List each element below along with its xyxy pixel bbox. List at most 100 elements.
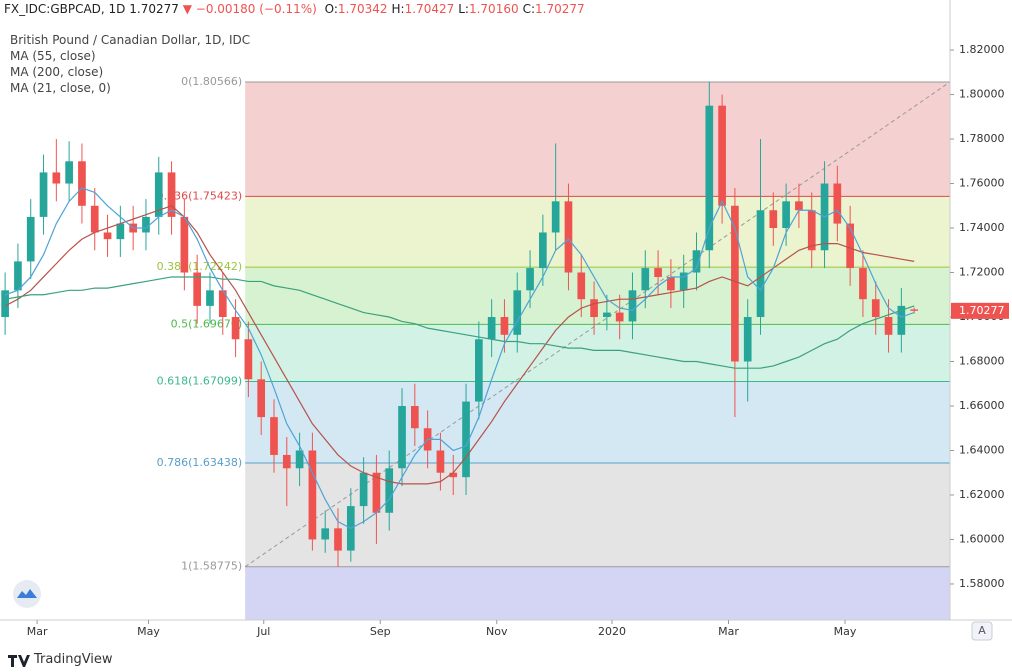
- candle-body: [52, 172, 61, 184]
- candle-body: [308, 450, 317, 540]
- y-tick-label: 1.60000: [959, 532, 1005, 545]
- candle-body: [193, 272, 202, 306]
- price-label: 1.70277: [959, 304, 1005, 317]
- ohlc: O:1.70342 H:1.70427 L:1.70160 C:1.70277: [321, 2, 585, 16]
- fib-label: 0.236(1.75423): [157, 189, 243, 202]
- y-tick-label: 1.72000: [959, 266, 1005, 279]
- legend-entry: MA (21, close, 0): [10, 81, 111, 95]
- x-tick-label: 2020: [598, 625, 626, 638]
- ma-line: [4, 205, 915, 485]
- symbol: FX_IDC:GBPCAD, 1D: [4, 2, 126, 16]
- candle-body: [334, 528, 342, 551]
- candle-body: [410, 405, 419, 429]
- candle-body: [167, 172, 176, 217]
- candle-body: [654, 268, 662, 277]
- candle-body: [154, 172, 163, 217]
- candle-body: [398, 405, 406, 469]
- candle-body: [244, 339, 253, 380]
- candle-body: [564, 201, 573, 273]
- chart-title: British Pound / Canadian Dollar, 1D, IDC: [10, 33, 251, 47]
- candle-body: [833, 183, 842, 224]
- ma-line: [5, 276, 915, 369]
- candle-body: [180, 216, 189, 273]
- fib-band: [245, 81, 950, 197]
- y-tick-label: 1.80000: [959, 88, 1005, 101]
- candle-body: [282, 454, 291, 469]
- scale-button[interactable]: [971, 621, 993, 641]
- candle-body: [884, 317, 893, 335]
- fib-band: [245, 566, 950, 620]
- brand: TradingView: [8, 652, 113, 667]
- x-tick-label: Mar: [718, 625, 739, 638]
- candle-body: [26, 216, 35, 262]
- candle-body: [718, 105, 726, 206]
- y-tick-label: 1.64000: [959, 443, 1005, 456]
- candle-body: [692, 250, 701, 273]
- candle-body: [513, 290, 522, 335]
- candle-body: [795, 201, 803, 211]
- ohlc-value: 1.70160: [468, 2, 519, 16]
- candle-body: [628, 290, 637, 322]
- candle-body: [731, 205, 739, 362]
- price-label-box: [951, 302, 1009, 319]
- candle-body: [500, 317, 509, 335]
- candle-body: [577, 272, 586, 300]
- candle-body: [65, 161, 73, 184]
- chart: 0(1.80566) 0.236(1.75423) 0.382(1.72242) 0.…: [0, 0, 1012, 641]
- ohlc-label: L:: [458, 2, 469, 16]
- candle-body: [116, 223, 125, 240]
- fib-label: 0.5(1.69670): [171, 317, 243, 330]
- candle-body: [846, 223, 854, 269]
- y-tick-label: 1.76000: [959, 177, 1005, 190]
- y-tick-label: 1.68000: [959, 354, 1005, 367]
- candle-body: [897, 305, 906, 335]
- x-tick-label: Mar: [27, 625, 48, 638]
- candle-body: [590, 299, 598, 318]
- candle-body: [475, 339, 483, 402]
- fib-label: 1(1.58775): [181, 560, 242, 573]
- brand-icon: [8, 654, 30, 667]
- last-price: 1.70277: [129, 2, 179, 16]
- candle-body: [871, 299, 880, 318]
- candle-body: [603, 312, 611, 318]
- y-tick-label: 1.78000: [959, 132, 1005, 145]
- fib-band: [245, 196, 950, 268]
- scale-button-label[interactable]: A: [978, 624, 986, 637]
- candle-body: [436, 450, 445, 473]
- x-tick-label: May: [137, 625, 160, 638]
- candle-body: [231, 317, 240, 340]
- candle-body: [270, 417, 278, 455]
- candle-body: [859, 268, 867, 300]
- x-tick-label: May: [834, 625, 857, 638]
- x-tick-label: Jul: [256, 625, 270, 638]
- y-tick-label: 1.82000: [959, 43, 1005, 56]
- x-tick-label: Nov: [486, 625, 508, 638]
- y-tick-label: 1.66000: [959, 399, 1005, 412]
- change: ▼ −0.00180 (−0.11%): [182, 2, 317, 16]
- ohlc-label: O:: [324, 2, 338, 16]
- y-tick-label: 1.62000: [959, 488, 1005, 501]
- y-tick-label: 1.74000: [959, 221, 1005, 234]
- candle-body: [385, 468, 394, 513]
- candle-body: [807, 210, 816, 251]
- candle-body: [78, 161, 86, 206]
- candle-body: [615, 312, 624, 322]
- candle-body: [90, 205, 99, 233]
- candle-body: [295, 450, 304, 469]
- legend-entry: MA (55, close): [10, 49, 96, 63]
- candle-body: [782, 201, 790, 229]
- fib-label: 0.382(1.72242): [157, 260, 243, 273]
- candle-body: [1, 290, 9, 318]
- x-tick-label: Sep: [370, 625, 391, 638]
- candle-body: [910, 309, 918, 311]
- legend-entry: MA (200, close): [10, 65, 104, 79]
- candle-body: [103, 232, 112, 240]
- candle-body: [641, 268, 650, 291]
- candle-body: [551, 201, 560, 233]
- ohlc-label: C:: [522, 2, 536, 16]
- fib-label: 0.786(1.63438): [157, 456, 243, 469]
- candle-body: [257, 379, 266, 418]
- logo-icon: [17, 589, 37, 598]
- candle-body: [526, 268, 534, 291]
- y-tick-label: 1.58000: [959, 577, 1005, 590]
